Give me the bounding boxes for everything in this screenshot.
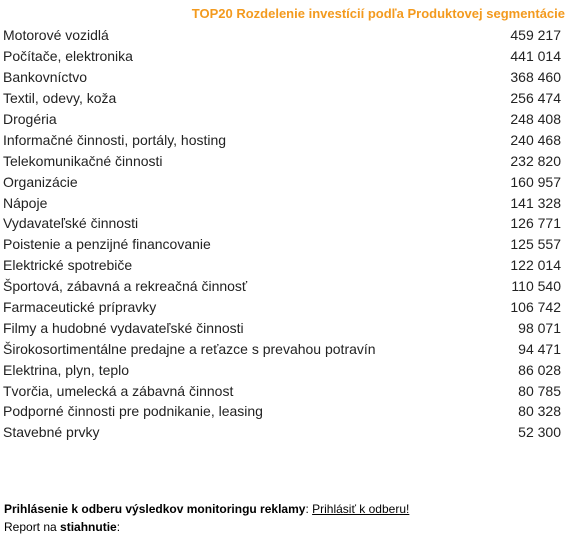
table-row: Organizácie 160 957 <box>3 171 561 192</box>
row-label: Organizácie <box>3 173 78 190</box>
ranking-table: Motorové vozidlá 459 217 Počítače, elektr… <box>3 25 561 443</box>
row-label: Počítače, elektronika <box>3 48 133 65</box>
row-value: 106 742 <box>510 299 561 316</box>
report-line: Report na stiahnutie: <box>4 518 409 536</box>
row-value: 86 028 <box>518 361 561 378</box>
page-title: TOP20 Rozdelenie investícií podľa Produk… <box>191 6 565 21</box>
row-value: 125 557 <box>510 236 561 253</box>
table-row: Farmaceutické prípravky 106 742 <box>3 297 561 318</box>
row-label: Elektrina, plyn, teplo <box>3 361 130 378</box>
table-row: Telekomunikačné činnosti 232 820 <box>3 150 561 171</box>
row-value: 441 014 <box>510 48 561 65</box>
row-value: 459 217 <box>510 27 561 44</box>
table-row: Elektrina, plyn, teplo 86 028 <box>3 359 561 380</box>
report-download-label: stiahnutie <box>60 520 117 534</box>
row-label: Informačné činnosti, portály, hosting <box>3 131 227 148</box>
row-value: 248 408 <box>510 111 561 127</box>
row-value: 80 785 <box>518 382 561 399</box>
row-value: 126 771 <box>510 215 561 232</box>
footer: Prihlásenie k odberu výsledkov monitorin… <box>4 500 409 536</box>
table-row: Informačné činnosti, portály, hosting 240… <box>3 129 561 150</box>
row-label: Stavebné prvky <box>3 424 100 441</box>
row-value: 52 300 <box>518 424 561 441</box>
row-value: 256 474 <box>510 90 561 107</box>
row-value: 122 014 <box>510 257 561 274</box>
row-value: 80 328 <box>518 403 561 420</box>
subscribe-line: Prihlásenie k odberu výsledkov monitorin… <box>4 500 409 518</box>
row-label: Filmy a hudobné vydavateľské činnosti <box>3 319 244 336</box>
table-row: Nápoje 141 328 <box>3 192 561 213</box>
row-label: Drogéria <box>3 111 57 127</box>
table-row: Textil, odevy, koža 256 474 <box>3 88 561 109</box>
row-value: 110 540 <box>511 278 561 295</box>
report-suffix: : <box>116 520 121 534</box>
row-label: Textil, odevy, koža <box>3 90 117 107</box>
row-label: Športová, zábavná a rekreačná činnosť <box>3 278 248 295</box>
row-value: 94 471 <box>518 340 561 357</box>
table-row: Stavebné prvky 52 300 <box>3 422 561 443</box>
row-label: Bankovníctvo <box>3 69 88 86</box>
report-prefix: Report na <box>4 520 61 534</box>
table-row: Vydavateľské činnosti 126 771 <box>3 213 561 234</box>
table-row: Elektrické spotrebiče 122 014 <box>3 255 561 276</box>
ranking-table-body: Motorové vozidlá 459 217 Počítače, elektr… <box>3 25 561 443</box>
subscribe-label: Prihlásenie k odberu výsledkov monitorin… <box>4 502 306 516</box>
table-row: Širokosortimentálne predajne a reťazce s… <box>3 338 561 359</box>
row-value: 232 820 <box>510 152 561 169</box>
row-value: 141 328 <box>510 194 561 211</box>
row-value: 160 957 <box>510 173 561 190</box>
table-row: Podporné činnosti pre podnikanie, leasin… <box>3 401 561 422</box>
table-row: Motorové vozidlá 459 217 <box>3 25 561 46</box>
row-label: Nápoje <box>3 194 48 211</box>
row-label: Telekomunikačné činnosti <box>3 152 163 169</box>
row-label: Motorové vozidlá <box>3 27 109 44</box>
row-label: Vydavateľské činnosti <box>3 215 139 232</box>
row-value: 368 460 <box>510 69 561 86</box>
row-label: Farmaceutické prípravky <box>3 299 157 316</box>
row-label: Tvorčia, umelecká a zábavná činnost <box>3 382 234 399</box>
table-row: Športová, zábavná a rekreačná činnosť 110… <box>3 276 561 297</box>
row-label: Poistenie a penzijné financovanie <box>3 236 211 253</box>
row-label: Elektrické spotrebiče <box>3 257 133 274</box>
subscribe-separator: : <box>305 502 313 516</box>
table-row: Bankovníctvo 368 460 <box>3 67 561 88</box>
subscribe-link[interactable]: Prihlásiť k odberu! <box>312 502 410 516</box>
table-row: Počítače, elektronika 441 014 <box>3 46 561 67</box>
table-row: Filmy a hudobné vydavateľské činnosti 98 … <box>3 317 561 338</box>
table-row: Tvorčia, umelecká a zábavná činnost 80 78… <box>3 380 561 401</box>
row-label: Širokosortimentálne predajne a reťazce s… <box>3 340 376 357</box>
row-label: Podporné činnosti pre podnikanie, leasin… <box>3 403 263 420</box>
table-row: Poistenie a penzijné financovanie 125 557 <box>3 234 561 255</box>
row-value: 98 071 <box>518 319 561 336</box>
table-row: Drogéria 248 408 <box>3 109 561 130</box>
row-value: 240 468 <box>510 131 561 148</box>
